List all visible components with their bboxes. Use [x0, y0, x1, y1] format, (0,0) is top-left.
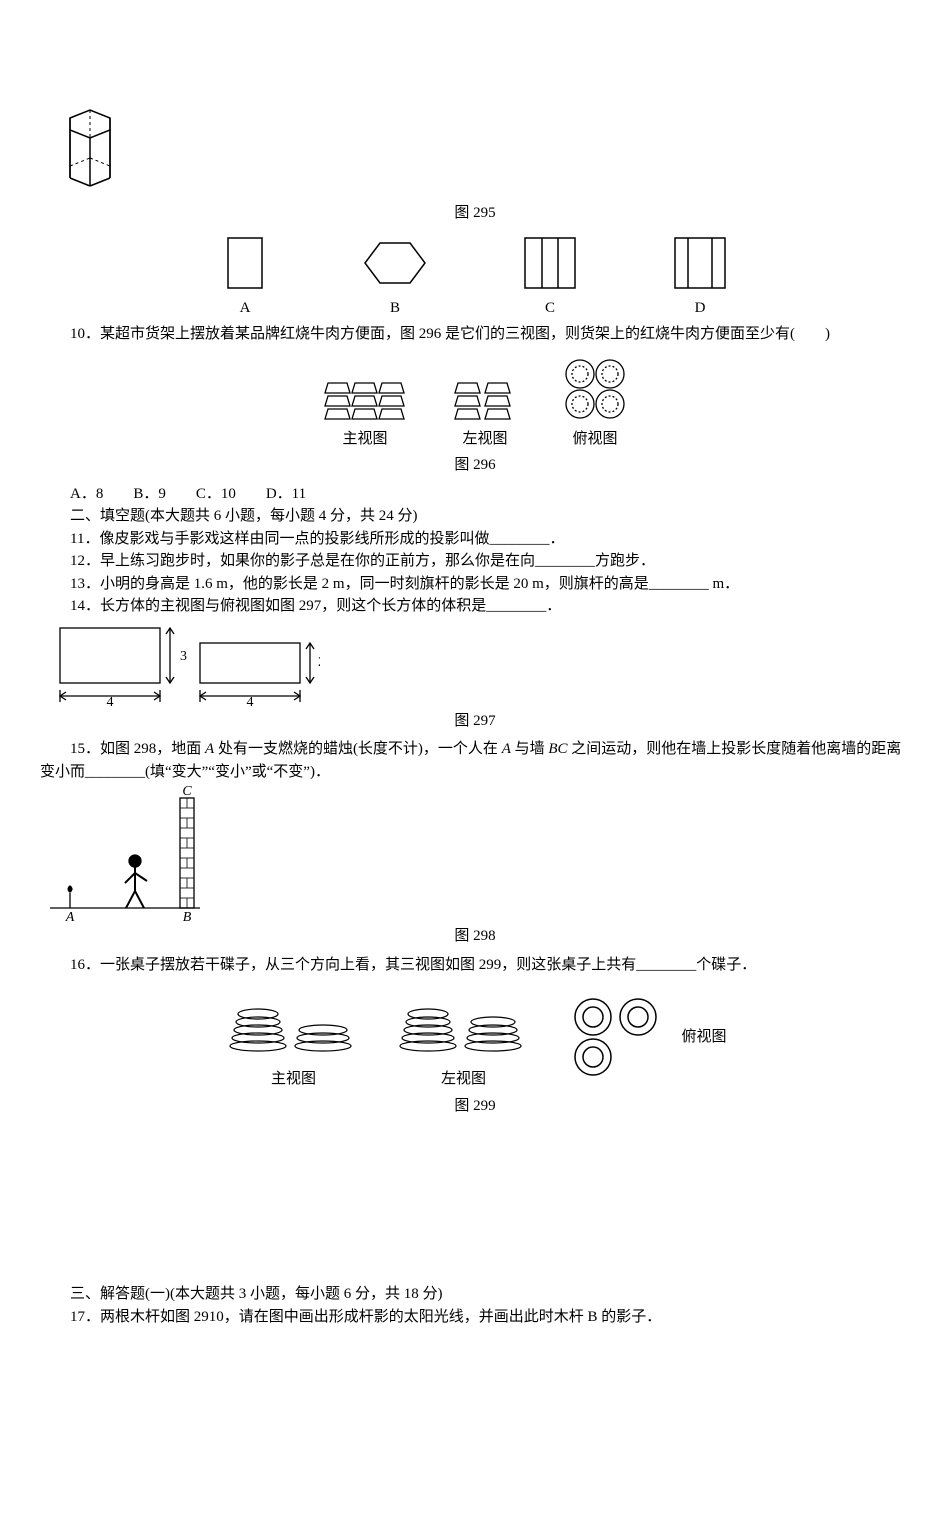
fig299-top-label: 俯视图 [681, 1026, 726, 1049]
fig297: 4 3 4 2 [40, 618, 910, 708]
option-B: B [360, 233, 430, 320]
option-A: A [220, 233, 270, 320]
section2-heading: 二、填空题(本大题共 6 小题，每小题 4 分，共 24 分) [40, 505, 910, 528]
fig297-caption: 图 297 [40, 710, 910, 733]
fig299-top: 俯视图 [563, 992, 726, 1082]
fig297-w2: 4 [247, 695, 254, 708]
fig296-main-label: 主视图 [342, 428, 387, 451]
fig298-C: C [182, 784, 192, 799]
option-A-label: A [240, 297, 251, 320]
q16-text: 16．一张桌子摆放若干碟子，从三个方向上看，其三视图如图 299，则这张桌子上共… [40, 954, 910, 977]
fig296-top-label: 俯视图 [572, 428, 617, 451]
q10-text: 10．某超市货架上摆放着某品牌红烧牛肉方便面，图 296 是它们的三视图，则货架… [40, 323, 910, 346]
q14-text: 14．长方体的主视图与俯视图如图 297，则这个长方体的体积是________． [40, 595, 910, 618]
fig299-caption: 图 299 [40, 1095, 910, 1118]
fig298-caption: 图 298 [40, 925, 910, 948]
option-B-label: B [390, 297, 400, 320]
q15-text: 15．如图 298，地面 A 处有一支燃烧的蜡烛(长度不计)，一个人在 A 与墙… [40, 738, 910, 783]
fig299-main-label: 主视图 [271, 1068, 316, 1091]
q13-text: 13．小明的身高是 1.6 m，他的影长是 2 m，同一时刻旗杆的影长是 20 … [40, 573, 910, 596]
fig296-top: 俯视图 [560, 354, 630, 451]
fig296-caption: 图 296 [40, 454, 910, 477]
fig298-A: A [65, 910, 75, 923]
fig296-main: 主视图 [320, 354, 410, 451]
option-D-label: D [695, 297, 706, 320]
fig297-h2: 2 [318, 655, 320, 670]
q11-text: 11．像皮影戏与手影戏这样由同一点的投影线所形成的投影叫做________． [40, 528, 910, 551]
fig296-row: 主视图 左视图 [40, 354, 910, 451]
q12-text: 12．早上练习跑步时，如果你的影子总是在你的正前方，那么你是在向________… [40, 550, 910, 573]
q10-options: A．8 B．9 C．10 D．11 [40, 483, 910, 506]
fig299-left-label: 左视图 [441, 1068, 486, 1091]
fig299-main: 主视图 [223, 984, 363, 1091]
fig296-left: 左视图 [450, 354, 520, 451]
option-C-label: C [545, 297, 555, 320]
fig299-left: 左视图 [393, 984, 533, 1091]
fig297-h1: 3 [180, 649, 187, 664]
option-D: D [670, 233, 730, 320]
fig295-prism [40, 100, 910, 200]
fig297-w1: 4 [107, 695, 114, 708]
fig296-left-label: 左视图 [462, 428, 507, 451]
fig299-row: 主视图 左视图 [40, 984, 910, 1091]
option-C: C [520, 233, 580, 320]
fig295-options-row: A B C D [40, 233, 910, 320]
section3-heading: 三、解答题(一)(本大题共 3 小题，每小题 6 分，共 18 分) [40, 1283, 910, 1306]
fig298-B: B [183, 910, 192, 923]
fig298: A B C [40, 783, 910, 923]
fig295-caption: 图 295 [40, 202, 910, 225]
q17-text: 17．两根木杆如图 2910，请在图中画出形成杆影的太阳光线，并画出此时木杆 B… [40, 1306, 910, 1329]
